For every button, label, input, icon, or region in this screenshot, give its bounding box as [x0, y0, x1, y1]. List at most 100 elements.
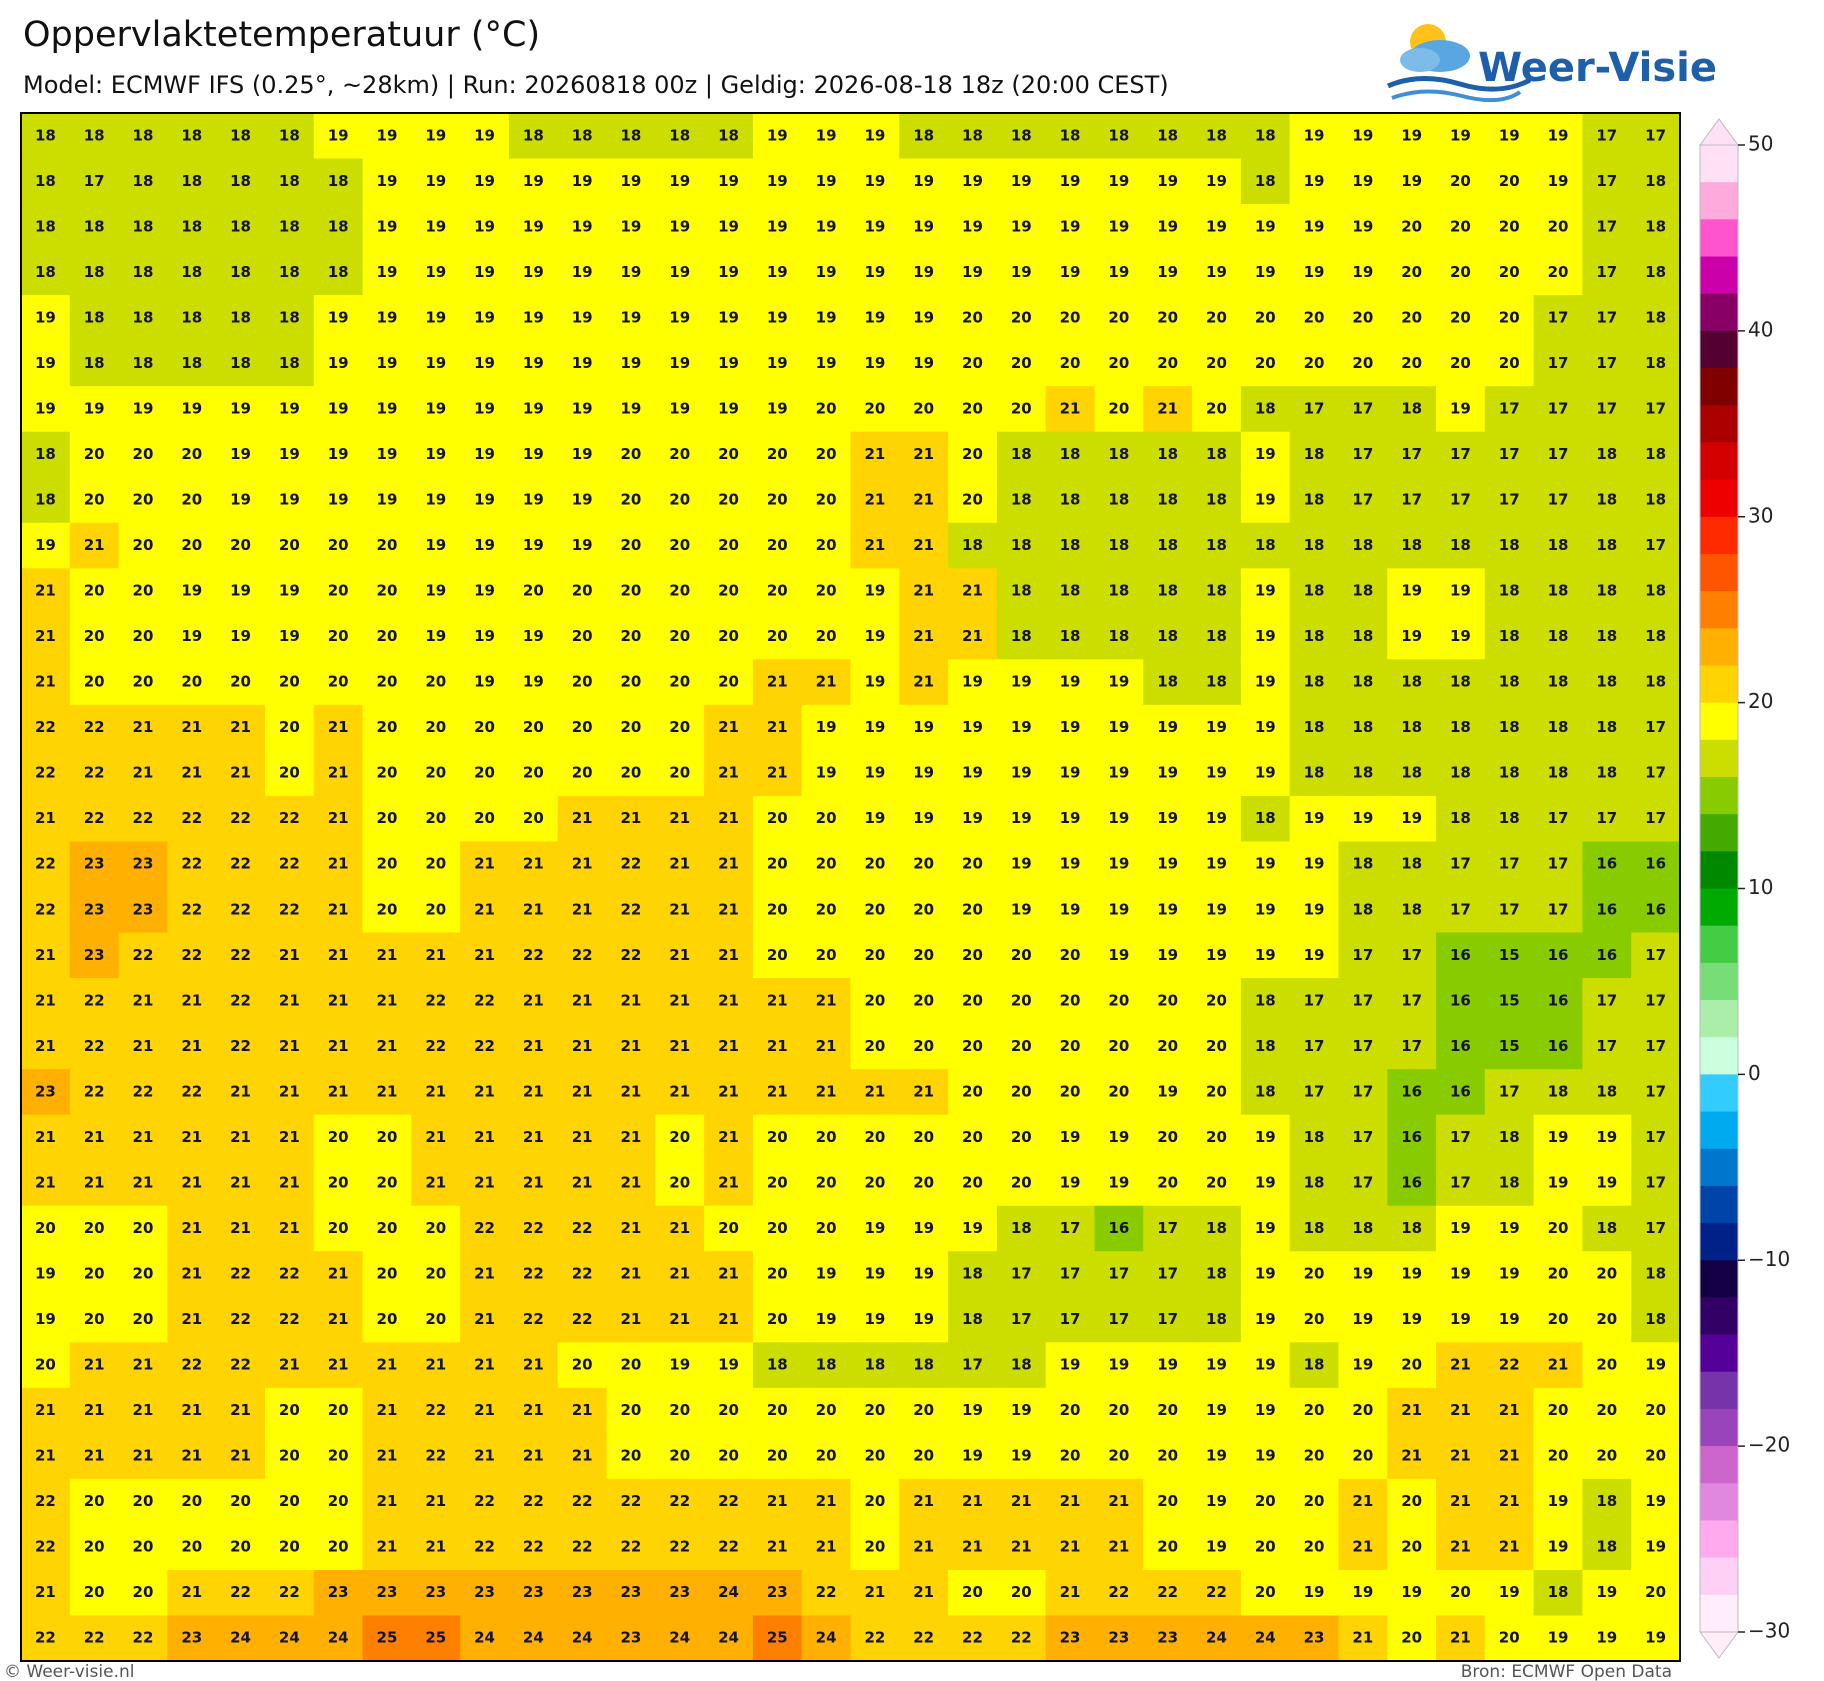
temp-label: 20 — [1548, 1219, 1569, 1237]
temp-cell — [1582, 1524, 1632, 1571]
temp-cell — [801, 750, 851, 797]
temp-cell — [1387, 1114, 1437, 1161]
temp-label: 18 — [84, 354, 105, 372]
temp-label: 19 — [1206, 809, 1227, 827]
temp-label: 20 — [84, 445, 105, 463]
temp-cell — [118, 340, 168, 387]
temp-label: 18 — [620, 126, 641, 144]
temp-cell — [752, 1569, 803, 1616]
temp-cell — [69, 340, 120, 387]
temp-cell — [1338, 1524, 1388, 1571]
temp-cell — [118, 158, 168, 205]
temp-label: 19 — [1157, 263, 1178, 281]
colorbar-segment — [1700, 1408, 1738, 1447]
colorbar-segment — [1700, 1446, 1738, 1484]
temp-label: 23 — [767, 1583, 788, 1601]
temp-cell — [1533, 249, 1583, 296]
temp-label: 22 — [620, 900, 641, 918]
temp-label: 19 — [377, 263, 398, 281]
temp-cell — [1289, 568, 1339, 615]
temp-cell — [1240, 1524, 1291, 1571]
temp-label: 20 — [133, 627, 154, 645]
temp-label: 19 — [425, 354, 446, 372]
temp-cell — [460, 1114, 510, 1161]
temp-label: 19 — [1596, 1629, 1617, 1647]
temp-label: 20 — [1206, 1082, 1227, 1100]
temp-label: 23 — [35, 1082, 56, 1100]
temp-cell — [655, 113, 705, 160]
temp-label: 19 — [1352, 217, 1373, 235]
temp-label: 18 — [1548, 718, 1569, 736]
temp-label: 19 — [767, 172, 788, 190]
temp-cell — [1436, 158, 1486, 205]
temp-label: 21 — [572, 855, 593, 873]
temp-cell — [1143, 1251, 1193, 1298]
temp-cell — [118, 1205, 168, 1252]
temp-label: 19 — [864, 172, 885, 190]
temp-cell — [69, 113, 120, 160]
temp-cell — [1436, 204, 1486, 251]
temp-label: 20 — [1157, 1128, 1178, 1146]
temp-cell — [752, 249, 803, 296]
temp-label: 19 — [1060, 172, 1081, 190]
temp-label: 24 — [1255, 1629, 1276, 1647]
temp-label: 17 — [1645, 399, 1666, 417]
temp-label: 21 — [767, 991, 788, 1009]
temp-label: 19 — [962, 1401, 983, 1419]
temp-cell — [1240, 1296, 1291, 1343]
temp-label: 20 — [181, 536, 202, 554]
temp-label: 19 — [1011, 1447, 1032, 1465]
temp-label: 19 — [230, 491, 251, 509]
temp-cell — [21, 568, 71, 615]
temp-label: 21 — [230, 1173, 251, 1191]
temp-cell — [1533, 1114, 1583, 1161]
temp-cell — [460, 113, 510, 160]
temp-label: 18 — [35, 263, 56, 281]
temp-label: 20 — [279, 764, 300, 782]
temp-label: 18 — [1548, 673, 1569, 691]
temp-cell — [167, 340, 217, 387]
temp-label: 22 — [523, 1492, 544, 1510]
temp-label: 17 — [1352, 445, 1373, 463]
temp-cell — [801, 204, 851, 251]
temp-label: 20 — [1304, 1447, 1325, 1465]
temp-cell — [508, 204, 559, 251]
temp-cell — [118, 477, 168, 524]
temp-cell — [1631, 431, 1681, 478]
temp-cell — [1045, 1387, 1095, 1434]
temp-label: 19 — [572, 172, 593, 190]
temp-label: 22 — [1157, 1583, 1178, 1601]
temp-cell — [118, 932, 168, 979]
temp-label: 17 — [1450, 1128, 1471, 1146]
temp-cell — [1582, 113, 1632, 160]
temp-cell — [21, 1569, 71, 1616]
temp-label: 20 — [425, 900, 446, 918]
temp-label: 18 — [1596, 1082, 1617, 1100]
temp-label: 19 — [962, 764, 983, 782]
temp-cell — [1289, 158, 1339, 205]
temp-label: 17 — [1401, 491, 1422, 509]
temp-cell — [557, 1342, 608, 1389]
temp-label: 22 — [572, 1310, 593, 1328]
temp-label: 21 — [816, 1538, 837, 1556]
temp-label: 20 — [133, 1583, 154, 1601]
temp-cell — [850, 1160, 900, 1207]
temp-cell — [21, 386, 71, 433]
temp-label: 20 — [816, 536, 837, 554]
temp-cell — [167, 1342, 217, 1389]
temp-label: 21 — [767, 1037, 788, 1055]
temp-label: 20 — [377, 536, 398, 554]
temp-cell — [606, 249, 656, 296]
temp-label: 19 — [620, 308, 641, 326]
temp-cell — [655, 386, 705, 433]
temp-cell — [1631, 113, 1681, 160]
temp-label: 20 — [279, 1401, 300, 1419]
temp-cell — [655, 1524, 705, 1571]
temp-cell — [557, 477, 608, 524]
temp-cell — [948, 158, 998, 205]
temp-label: 20 — [230, 1492, 251, 1510]
temp-cell — [264, 750, 315, 797]
temp-cell — [21, 659, 71, 706]
temp-cell — [1436, 1296, 1486, 1343]
temp-label: 21 — [962, 627, 983, 645]
